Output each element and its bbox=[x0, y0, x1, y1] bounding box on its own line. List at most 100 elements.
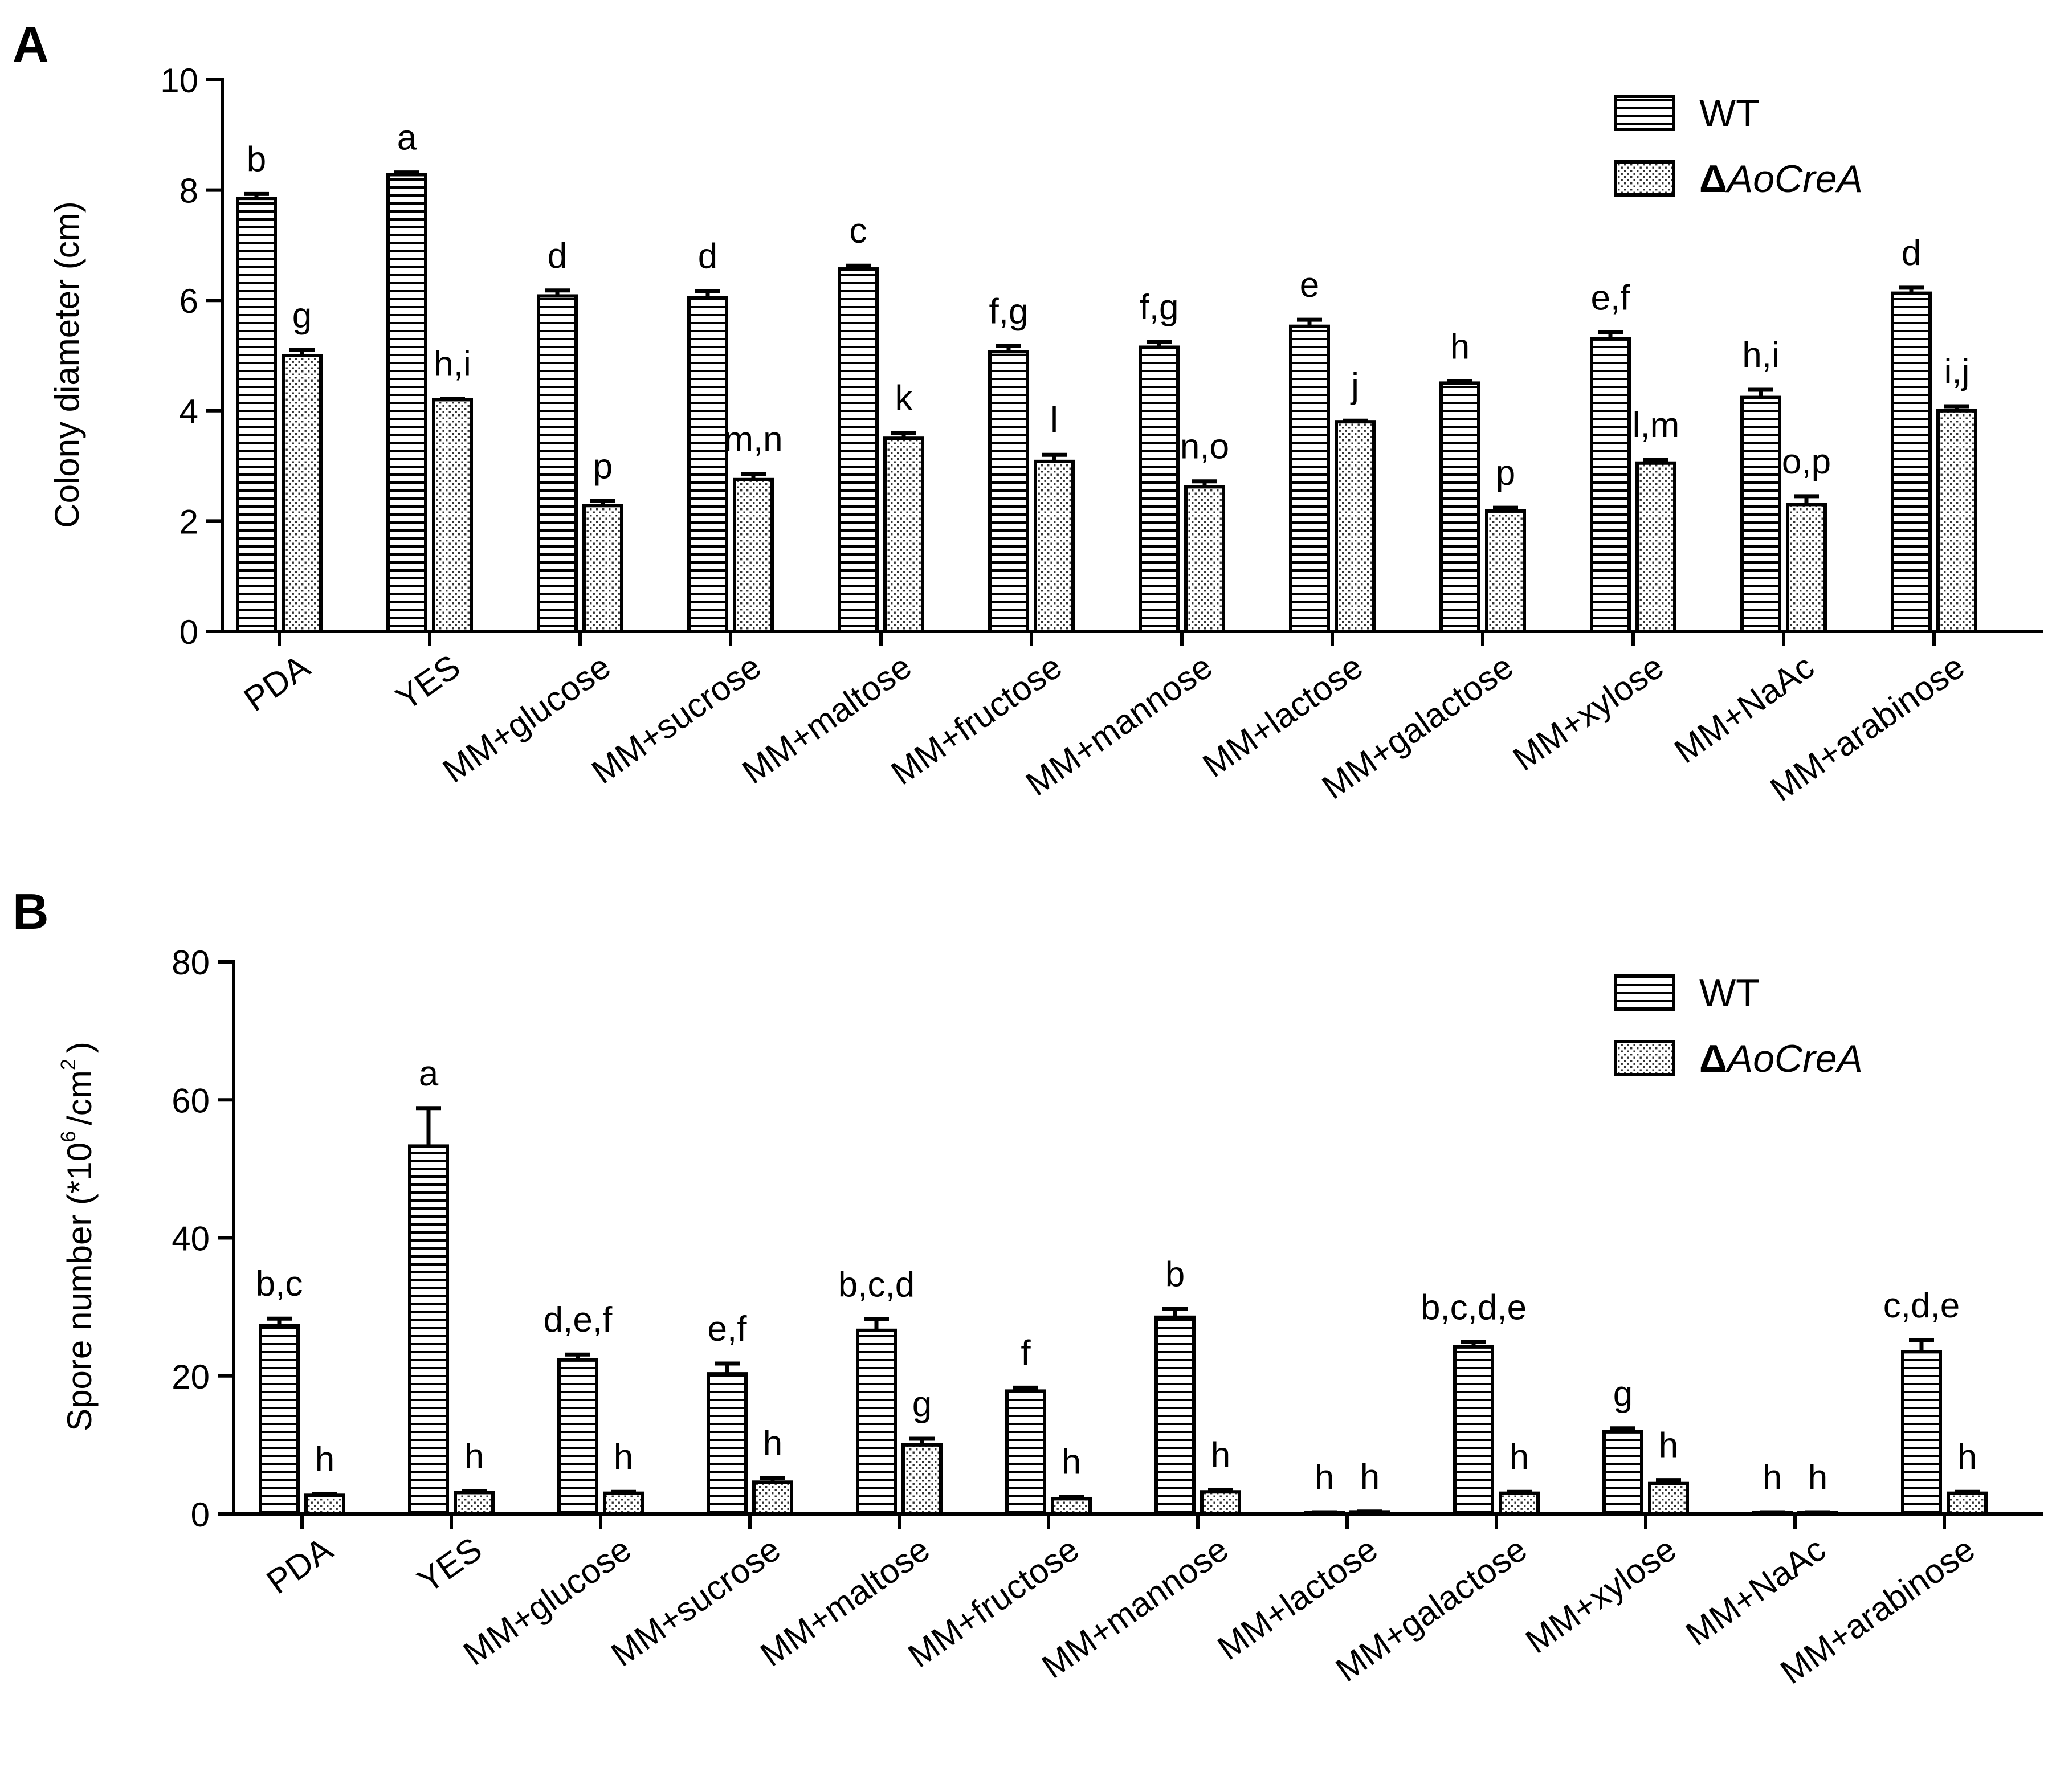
significance-label: o,p bbox=[1782, 442, 1831, 481]
panel-letter-b: B bbox=[13, 883, 49, 940]
bar-wt bbox=[1453, 1345, 1494, 1516]
significance-label: f,g bbox=[1140, 288, 1179, 327]
bar-wt bbox=[386, 173, 427, 634]
legend-swatch-wt bbox=[1614, 974, 1675, 1011]
significance-label: k bbox=[895, 379, 913, 418]
significance-label: c,d,e bbox=[1883, 1286, 1960, 1325]
significance-label: g bbox=[292, 296, 312, 335]
bar-wt bbox=[707, 1372, 748, 1516]
bar-wt bbox=[1740, 395, 1781, 633]
significance-label: l bbox=[1050, 401, 1058, 440]
bar-mutant bbox=[1947, 1491, 1988, 1516]
x-tick-label: YES bbox=[411, 1530, 489, 1601]
bar-wt bbox=[856, 1328, 897, 1516]
bar-wt bbox=[988, 350, 1029, 633]
significance-label: i,j bbox=[1944, 352, 1970, 391]
significance-label: n,o bbox=[1180, 427, 1229, 467]
bar-mutant bbox=[1786, 503, 1827, 633]
significance-label: b,c,d bbox=[838, 1265, 915, 1304]
y-tick-label: 0 bbox=[180, 613, 198, 651]
significance-label: e,f bbox=[1591, 278, 1631, 317]
bar-mutant bbox=[901, 1443, 943, 1516]
y-axis-label: Colony diameter (cm) bbox=[48, 201, 86, 528]
significance-label: h bbox=[464, 1437, 484, 1476]
legend-swatch-mutant bbox=[1614, 1040, 1675, 1076]
bar-mutant bbox=[454, 1491, 495, 1516]
x-tick-label: MM+sucrose bbox=[585, 647, 768, 791]
significance-label: p bbox=[593, 447, 613, 487]
significance-label: e bbox=[1300, 266, 1319, 305]
x-tick-label: MM+glucose bbox=[436, 647, 617, 790]
y-tick-label: 80 bbox=[172, 944, 210, 982]
significance-label: h bbox=[315, 1440, 334, 1479]
significance-label: a bbox=[419, 1054, 439, 1093]
bar-wt bbox=[1139, 345, 1180, 633]
bar-wt bbox=[259, 1324, 300, 1516]
bar-mutant bbox=[603, 1491, 644, 1516]
bar-mutant bbox=[883, 436, 924, 633]
significance-label: h,i bbox=[434, 345, 471, 384]
bar-mutant bbox=[1200, 1490, 1241, 1516]
bar-mutant bbox=[1485, 509, 1526, 634]
significance-label: h bbox=[1315, 1458, 1334, 1497]
legend-label-mutant: ΔAoCreA bbox=[1699, 157, 1863, 201]
significance-label: h bbox=[1211, 1436, 1230, 1475]
legend: WT ΔAoCreA bbox=[1614, 971, 1863, 1080]
bar-mutant bbox=[282, 354, 323, 633]
significance-label: f bbox=[1021, 1333, 1031, 1373]
bar-mutant bbox=[752, 1480, 793, 1516]
bar-wt bbox=[408, 1144, 449, 1516]
bar-mutant bbox=[1936, 409, 1977, 633]
significance-label: c bbox=[850, 211, 867, 251]
significance-label: b bbox=[1165, 1255, 1185, 1294]
bar-mutant bbox=[1184, 485, 1225, 633]
panel-b: B Spore number (*106/cm2) 0 20 40 60 80 b,c h… bbox=[13, 883, 2043, 1691]
bar-wt bbox=[537, 294, 578, 633]
significance-label: h bbox=[1450, 327, 1470, 366]
significance-label: b bbox=[247, 140, 266, 179]
significance-label: l,m bbox=[1633, 406, 1680, 445]
y-tick-label: 10 bbox=[160, 62, 198, 100]
x-tick-label: MM+NaAc bbox=[1667, 647, 1821, 770]
significance-label: d bbox=[698, 237, 717, 276]
legend-label-wt: WT bbox=[1699, 92, 1760, 135]
bar-wt bbox=[838, 267, 879, 633]
y-tick-label: 4 bbox=[180, 393, 198, 431]
legend-swatch-wt bbox=[1614, 95, 1675, 131]
svg-text:Spore number (*106/cm2): Spore number (*106/cm2) bbox=[56, 1042, 99, 1431]
y-tick-label: 40 bbox=[172, 1220, 210, 1258]
bar-wt bbox=[1901, 1350, 1942, 1516]
significance-label: a bbox=[397, 119, 417, 158]
bar-wt bbox=[1439, 381, 1480, 634]
x-tick-label: PDA bbox=[237, 647, 316, 719]
significance-label: f,g bbox=[989, 292, 1029, 332]
y-tick-label: 0 bbox=[191, 1496, 210, 1534]
bar-wt bbox=[1154, 1315, 1196, 1516]
bar-mutant bbox=[1335, 420, 1376, 633]
legend-swatch-mutant bbox=[1614, 160, 1675, 197]
significance-label: g bbox=[912, 1385, 932, 1424]
bar-wt bbox=[1891, 291, 1932, 633]
bar-wt bbox=[1289, 324, 1330, 633]
significance-label: d bbox=[1902, 234, 1921, 273]
significance-label: e,f bbox=[708, 1309, 748, 1349]
y-axis-label: Spore number (*106/cm2) bbox=[56, 1042, 99, 1431]
significance-label: h bbox=[1510, 1438, 1529, 1477]
significance-label: h bbox=[1957, 1438, 1977, 1477]
significance-label: j bbox=[1350, 366, 1359, 406]
significance-label: m,n bbox=[724, 420, 782, 459]
y-tick-label: 20 bbox=[172, 1358, 210, 1396]
significance-label: h bbox=[1659, 1426, 1678, 1466]
svg-text:Colony diameter (cm): Colony diameter (cm) bbox=[48, 201, 86, 528]
bar-mutant bbox=[733, 477, 774, 633]
panel-a: A Colony diameter (cm) 0 2 4 6 8 10 b g a h,i d p d… bbox=[13, 16, 2043, 809]
significance-label: h bbox=[1062, 1443, 1081, 1482]
y-tick-label: 6 bbox=[180, 282, 198, 320]
x-tick-label: MM+xylose bbox=[1519, 1530, 1683, 1661]
legend-label-wt: WT bbox=[1699, 971, 1760, 1015]
bar-mutant bbox=[1051, 1497, 1092, 1516]
bar-mutant bbox=[582, 504, 623, 634]
panel-letter-a: A bbox=[13, 16, 49, 72]
significance-label: h bbox=[1763, 1458, 1782, 1497]
